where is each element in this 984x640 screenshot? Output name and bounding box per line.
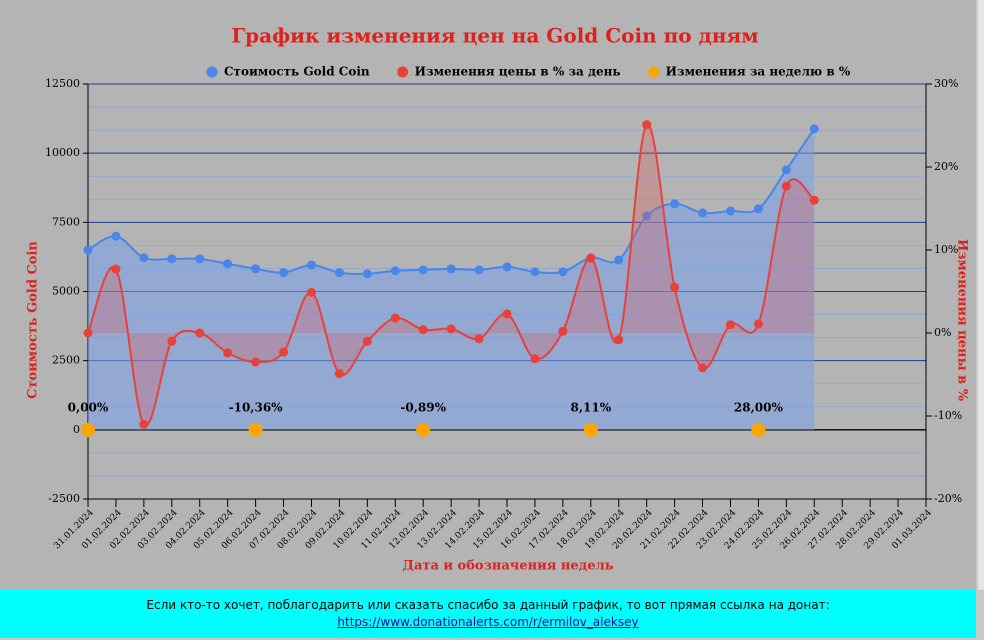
series-point <box>474 334 484 344</box>
weekly-label: 8,11% <box>570 400 611 414</box>
series-point <box>725 206 735 216</box>
y2-tick-label: -20% <box>934 492 962 505</box>
y-tick-label: 7500 <box>52 215 80 228</box>
series-point <box>111 264 121 274</box>
y2-tick-label: 20% <box>934 160 958 173</box>
series-point <box>670 282 680 292</box>
series-point <box>558 267 568 277</box>
series-point <box>390 266 400 276</box>
y-tick-label: 0 <box>73 423 80 436</box>
weekly-label: 28,00% <box>734 400 784 414</box>
weekly-point <box>81 422 95 437</box>
series-point <box>809 124 819 134</box>
series-point <box>362 336 372 346</box>
series-point <box>306 287 316 297</box>
legend-label: Стоимость Gold Coin <box>224 65 370 79</box>
series-point <box>474 265 484 275</box>
series-point <box>83 328 93 338</box>
series-point <box>279 268 289 278</box>
series-point <box>530 267 540 277</box>
series-point <box>446 324 456 334</box>
y-tick-label: -2500 <box>48 492 80 505</box>
weekly-point <box>416 422 431 437</box>
series-point <box>530 354 540 364</box>
x-axis-title: Дата и обозначения недель <box>402 559 613 574</box>
series-point <box>251 264 261 274</box>
series-point <box>195 254 205 264</box>
series-point <box>502 262 512 272</box>
y-tick-label: 2500 <box>52 354 80 367</box>
series-point <box>334 268 344 278</box>
banner: Если кто-то хочет, поблагодарить или ска… <box>0 590 976 638</box>
series-point <box>83 245 93 255</box>
series-point <box>753 319 763 329</box>
weekly-label: -0,89% <box>400 400 446 414</box>
series-point <box>223 259 233 269</box>
y-tick-label: 12500 <box>45 77 80 90</box>
weekly-label: -10,36% <box>229 400 284 414</box>
y2-tick-label: 10% <box>934 243 958 256</box>
series-point <box>670 199 680 209</box>
series-point <box>753 204 763 214</box>
chart-title: График изменения цен на Gold Coin по дня… <box>231 24 758 48</box>
series-point <box>698 363 708 373</box>
sheet-edge <box>978 0 984 590</box>
series-point <box>139 253 149 263</box>
chart: График изменения цен на Gold Coin по дня… <box>0 0 984 590</box>
series-point <box>614 335 624 345</box>
series-point <box>725 320 735 330</box>
series-point <box>558 326 568 336</box>
series-point <box>223 348 233 358</box>
legend-swatch <box>206 66 218 78</box>
series-point <box>111 231 121 241</box>
series-point <box>418 325 428 335</box>
series-point <box>306 260 316 270</box>
y-tick-label: 10000 <box>45 146 80 159</box>
series-point <box>195 328 205 338</box>
series-area <box>88 128 815 430</box>
series-point <box>279 347 289 357</box>
y2-tick-label: 0% <box>934 326 951 339</box>
series-point <box>642 120 652 130</box>
series-point <box>446 264 456 274</box>
donation-link[interactable]: https://www.donationalerts.com/r/ermilov… <box>337 615 639 629</box>
y-tick-label: 5000 <box>52 285 80 298</box>
y-axis-title: Стоимость Gold Coin <box>26 241 41 399</box>
legend-swatch <box>648 66 660 78</box>
series-point <box>418 265 428 275</box>
series-point <box>362 269 372 279</box>
weekly-point <box>583 422 598 437</box>
weekly-label: 0,00% <box>68 400 109 414</box>
series-point <box>698 208 708 218</box>
series-point <box>139 419 149 429</box>
series-point <box>251 357 261 367</box>
series-point <box>614 255 624 265</box>
y2-axis-title: Изменения цены в % <box>955 239 970 402</box>
weekly-point <box>248 422 263 437</box>
series-point <box>502 309 512 319</box>
series-area <box>88 124 815 426</box>
legend-swatch <box>397 66 409 78</box>
series-point <box>390 313 400 323</box>
legend-label: Изменения за неделю в % <box>666 65 851 79</box>
series-point <box>642 211 652 221</box>
weekly-point <box>751 422 766 437</box>
series-point <box>781 165 791 175</box>
series-point <box>781 181 791 191</box>
series-point <box>586 253 596 263</box>
series-point <box>334 369 344 379</box>
y2-tick-label: -10% <box>934 409 962 422</box>
y2-tick-label: 30% <box>934 77 958 90</box>
series-point <box>809 195 819 205</box>
legend-label: Изменения цены в % за день <box>415 65 621 79</box>
series-point <box>167 336 177 346</box>
series-point <box>167 254 177 264</box>
banner-text: Если кто-то хочет, поблагодарить или ска… <box>146 598 830 612</box>
